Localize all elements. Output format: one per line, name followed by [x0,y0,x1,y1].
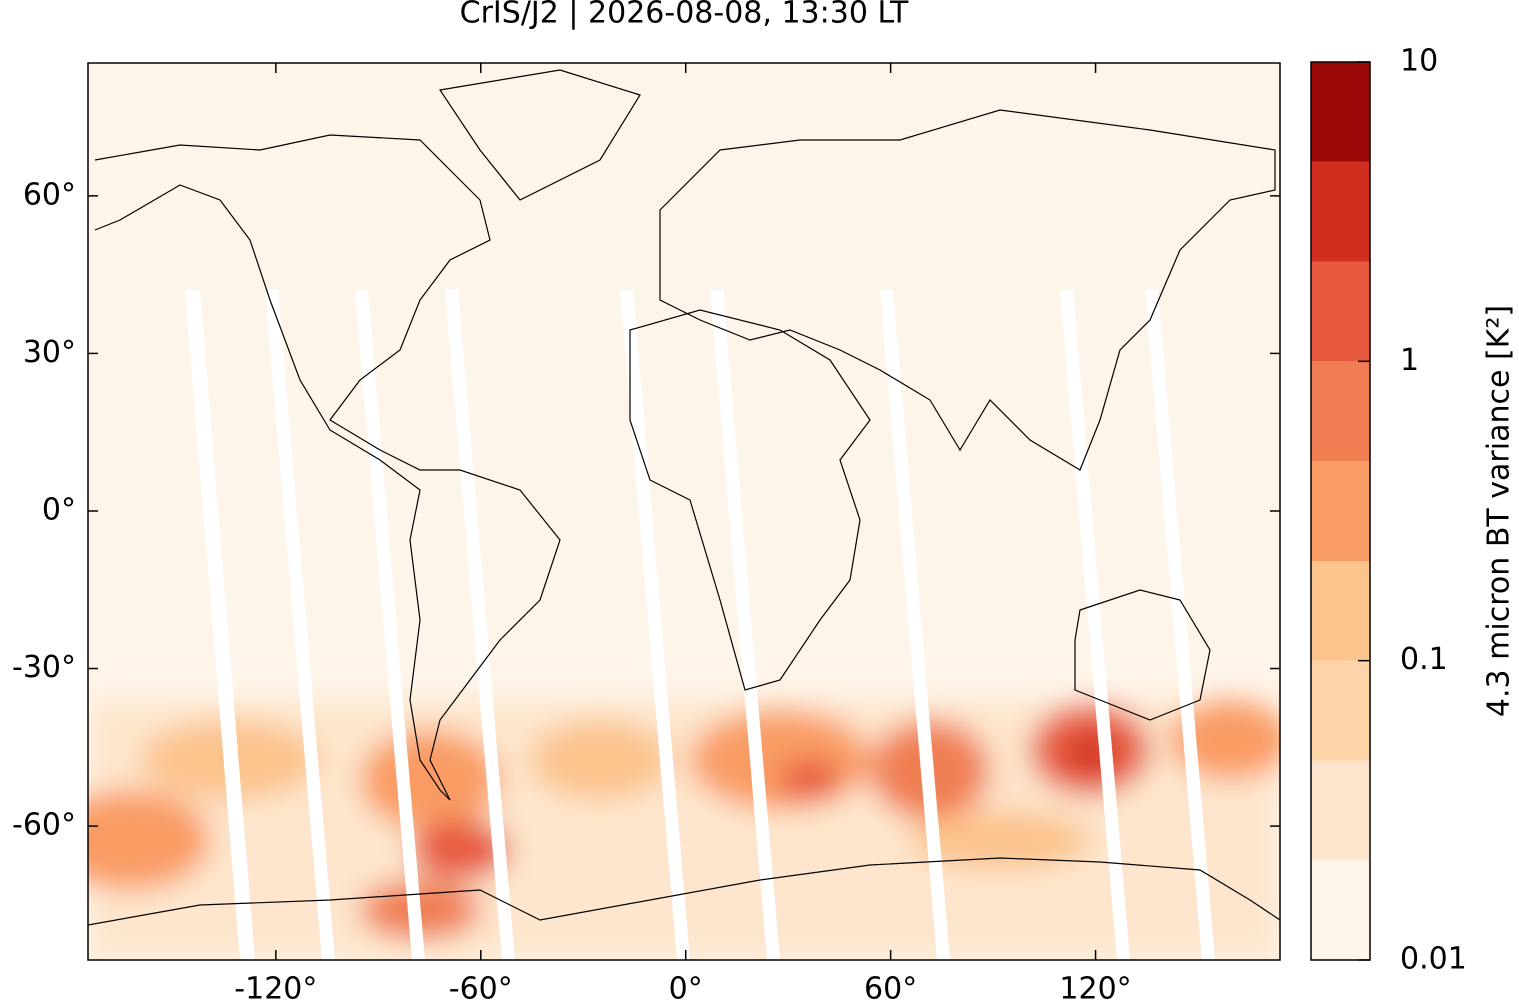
colorbar-label: 4.3 micron BT variance [K²] [1482,305,1517,717]
colorbar-band [1311,161,1370,262]
plot-frame [87,62,1281,961]
colorbar-band [1311,860,1370,960]
colorbar-band [1311,361,1370,462]
colorbar-band [1311,62,1370,162]
colorbar-band [1311,660,1370,761]
coastlines [88,69,1280,926]
y-tick-label: 0° [42,492,76,527]
y-tick-label: -30° [12,650,76,685]
variance-field [88,700,1280,960]
x-tick-label: 0° [669,972,703,1002]
x-tick-label: -120° [234,972,317,1002]
x-tick-label: -60° [449,972,513,1002]
y-tick-label: -60° [12,808,76,843]
data-gaps [185,290,1215,960]
y-tick-label: 60° [23,177,76,212]
x-tick-label: 60° [864,972,917,1002]
x-tick-label: 120° [1059,972,1131,1002]
colorbar-tick-label: 10 [1400,44,1438,79]
colorbar-band [1311,261,1370,362]
colorbar-frame [1310,61,1371,961]
colorbar-band [1311,561,1370,661]
map-title: CrIS/J2 | 2026-08-08, 13:30 LT [460,0,909,31]
colorbar-tick-label: 0.1 [1400,642,1448,677]
colorbar-band [1311,760,1370,861]
colorbar-tick-label: 0.01 [1400,942,1467,977]
colorbar-tick-label: 1 [1400,343,1419,378]
colorbar-band [1311,461,1370,562]
map-field [88,63,1280,960]
y-tick-label: 30° [23,335,76,370]
